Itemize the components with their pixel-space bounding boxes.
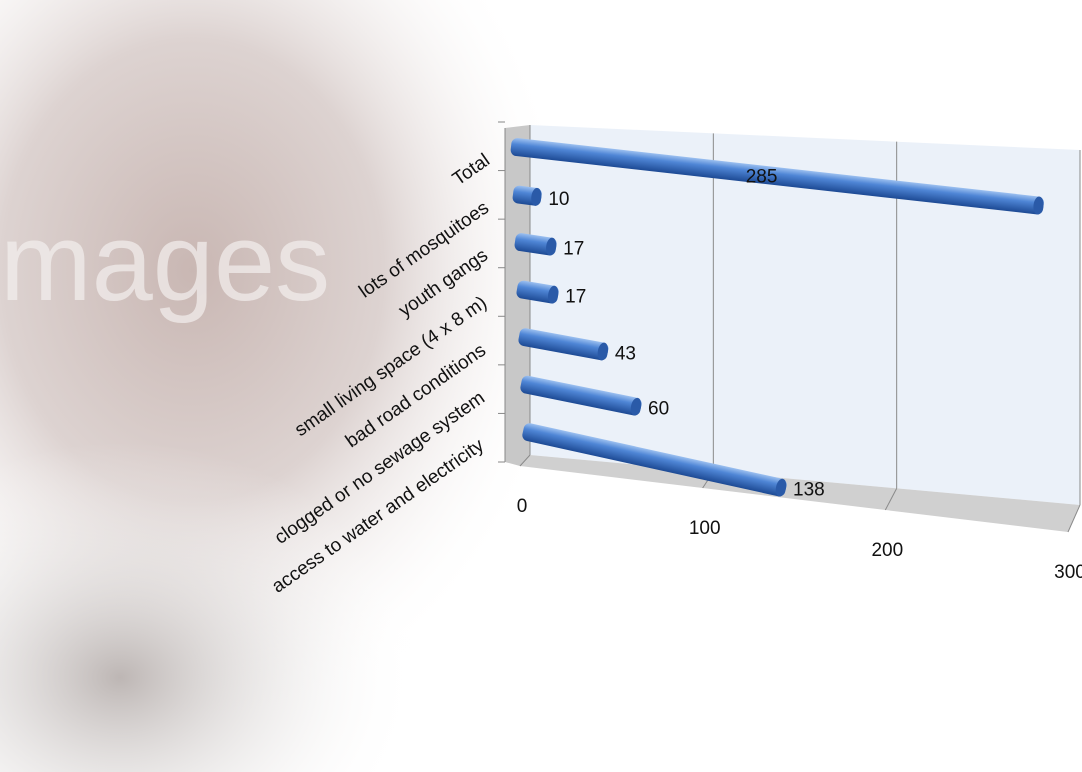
bar: [520, 375, 642, 416]
back-wall: [530, 125, 1080, 505]
value-label: 60: [648, 399, 669, 420]
value-label: 17: [565, 287, 586, 308]
floor: [520, 455, 1080, 532]
bar-cap: [546, 237, 557, 256]
x-tick-label: 0: [517, 496, 528, 517]
grid-line: [1067, 504, 1081, 533]
bar-cap: [597, 342, 609, 361]
bar-cap: [531, 187, 542, 206]
bar-group: [514, 233, 557, 256]
x-tick-label: 300: [1054, 562, 1082, 583]
bar: [514, 233, 557, 256]
bar: [522, 423, 787, 497]
value-label: 43: [615, 344, 636, 365]
bar: [518, 328, 609, 361]
bar: [510, 138, 1044, 215]
bar-group: [510, 138, 1044, 215]
bar-cap: [548, 285, 559, 304]
value-label: 17: [563, 239, 584, 260]
background-photo: [0, 300, 600, 772]
bar-group: [520, 375, 642, 416]
value-label: 138: [793, 480, 825, 501]
bar-cap: [630, 397, 642, 416]
value-label: 10: [548, 189, 569, 210]
watermark: mages: [0, 201, 330, 324]
value-label: 285: [746, 167, 778, 188]
grid-line: [884, 488, 898, 511]
bar-group: [522, 423, 787, 497]
bar-group: [516, 280, 559, 304]
x-tick-label: 200: [871, 540, 903, 561]
bar-cap: [1033, 196, 1044, 215]
bar-group: [518, 328, 609, 361]
x-tick-label: 100: [689, 518, 721, 539]
bar-group: [512, 185, 542, 206]
grid-line: [519, 454, 531, 467]
bar-cap: [775, 478, 787, 497]
